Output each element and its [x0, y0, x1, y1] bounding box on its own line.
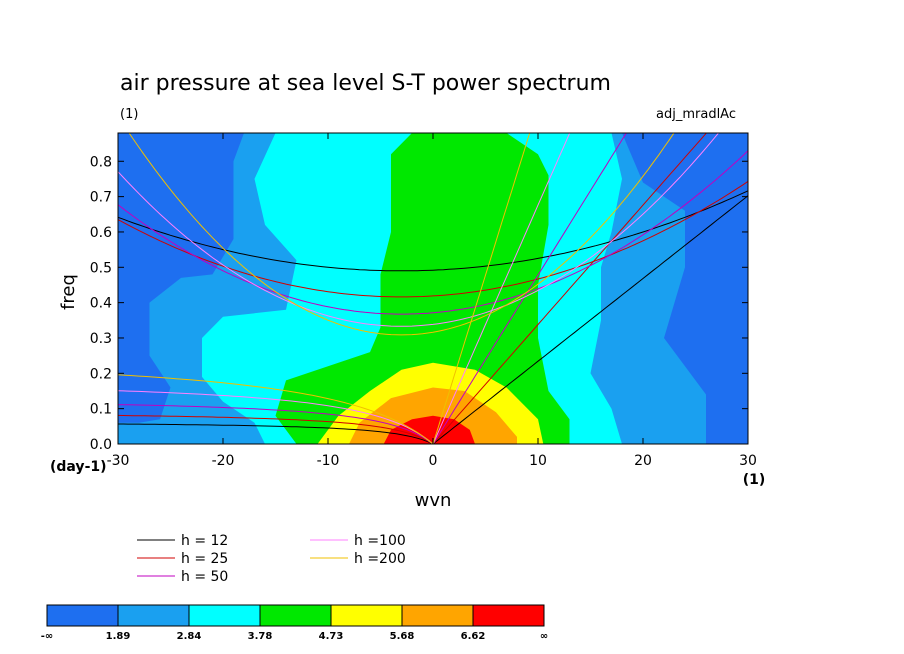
legend-label-h50: h = 50: [181, 569, 228, 585]
y-tick-label: 0.2: [90, 366, 112, 382]
y-tick-label: 0.7: [90, 190, 112, 206]
colorbar-label: 1.89: [106, 631, 131, 642]
kelvin-curve-h12: [432, 195, 748, 444]
kelvin-curve-h50: [432, 133, 627, 444]
x-tick-label: -30: [107, 453, 130, 469]
legend-label-h200: h =200: [354, 551, 406, 567]
chart-subtitle-right: adj_mradlAc: [656, 107, 736, 122]
legend-label-h12: h = 12: [181, 533, 228, 549]
colorbar-label: 3.78: [248, 631, 273, 642]
colorbar-swatch: [46, 604, 119, 627]
colorbar-swatch: [330, 604, 403, 627]
colorbar-swatch: [188, 604, 261, 627]
colorbar-swatch: [117, 604, 190, 627]
rossby-curve-h50: [118, 404, 434, 444]
y-axis-title: freq: [58, 274, 79, 310]
kelvin-curve-h200: [432, 133, 531, 444]
colorbar-label: 4.73: [319, 631, 344, 642]
dispersion-curves: [118, 133, 748, 444]
x-tick-label: 20: [634, 453, 652, 469]
colorbar-swatch: [259, 604, 332, 627]
colorbar-swatch: [401, 604, 474, 627]
contour-level-3: [275, 133, 570, 444]
x-tick-label: -20: [212, 453, 235, 469]
legend: h = 12 h = 25 h = 50 h =100 h =200: [137, 533, 406, 585]
x-unit-label: (1): [743, 472, 766, 488]
x-tick-label: 10: [529, 453, 547, 469]
x-tick-label: -10: [317, 453, 340, 469]
rossby-curve-h12: [118, 423, 434, 444]
colorbar-label: 5.68: [390, 631, 415, 642]
colorbar-label: -∞: [41, 631, 53, 642]
y-tick-label: 0.0: [90, 437, 112, 453]
inertia-gravity-curve-h100: [118, 133, 720, 327]
kelvin-curve-h25: [432, 133, 708, 444]
x-tick-label: 0: [429, 453, 438, 469]
legend-label-h25: h = 25: [181, 551, 228, 567]
y-tick-label: 0.3: [90, 331, 112, 347]
colorbar: -∞ 1.89 2.84 3.78 4.73 5.68 6.62 ∞: [41, 604, 548, 642]
colorbar-label: ∞: [540, 631, 548, 642]
chart-title: air pressure at sea level S-T power spec…: [120, 71, 611, 96]
y-tick-label: 0.4: [90, 296, 112, 312]
rossby-curve-h25: [118, 414, 434, 444]
plot-area: [118, 133, 748, 444]
x-axis: -30 -20 -10 0 10 20 30: [107, 133, 757, 469]
contour-fills: [118, 133, 706, 444]
legend-label-h100: h =100: [354, 533, 406, 549]
colorbar-label: 6.62: [461, 631, 486, 642]
y-tick-label: 0.6: [90, 225, 112, 241]
inertia-gravity-curve-h25: [118, 180, 748, 298]
kelvin-curve-h100: [432, 133, 571, 444]
y-tick-label: 0.5: [90, 260, 112, 276]
rossby-curve-h100: [118, 390, 434, 444]
chart-subtitle-left: (1): [120, 107, 138, 122]
x-axis-title: wvn: [415, 490, 452, 511]
rossby-curve-h200: [118, 374, 434, 444]
inertia-gravity-curve-h200: [128, 133, 675, 336]
colorbar-label: 2.84: [177, 631, 202, 642]
inertia-gravity-curve-h50: [118, 150, 748, 315]
inertia-gravity-curve-h12: [118, 190, 748, 272]
x-tick-label: 30: [739, 453, 757, 469]
y-tick-label: 0.1: [90, 402, 112, 418]
colorbar-swatch: [472, 604, 545, 627]
y-axis: 0.0 0.1 0.2 0.3 0.4 0.5 0.6 0.7 0.8: [90, 154, 748, 453]
y-unit-label: (day-1): [50, 459, 107, 475]
y-tick-label: 0.8: [90, 154, 112, 170]
